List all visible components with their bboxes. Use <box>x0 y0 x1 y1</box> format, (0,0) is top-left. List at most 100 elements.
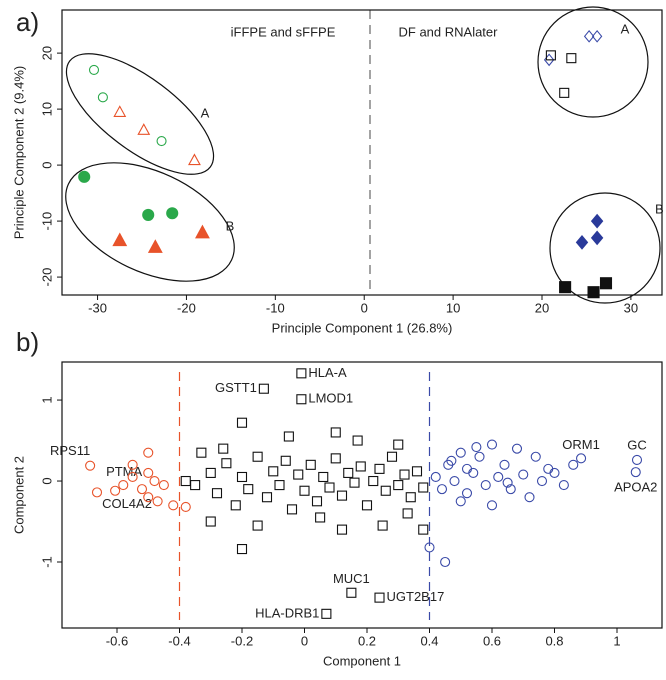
point <box>143 467 154 478</box>
x-tick-label: 1 <box>613 633 620 648</box>
group-circle <box>549 192 661 304</box>
point <box>505 484 516 495</box>
y-tick-label: 20 <box>39 46 54 60</box>
point <box>136 484 148 495</box>
point <box>221 458 232 469</box>
point <box>393 439 404 450</box>
point <box>399 469 410 480</box>
point <box>449 475 460 487</box>
plot-frame <box>61 9 663 296</box>
point <box>511 443 523 454</box>
x-tick-label: 0.2 <box>358 633 376 648</box>
point <box>324 482 335 493</box>
point-label: APOA2 <box>614 480 657 495</box>
point <box>330 427 341 438</box>
point <box>195 224 210 239</box>
x-tick-label: 10 <box>446 300 460 315</box>
point <box>318 471 329 483</box>
point <box>486 439 498 450</box>
point <box>280 455 291 466</box>
y-tick-label: 10 <box>39 102 54 116</box>
point <box>336 490 348 501</box>
point <box>558 480 569 491</box>
point <box>590 230 604 246</box>
point <box>474 451 485 462</box>
group-circle <box>537 6 649 118</box>
x-tick-label: 0 <box>301 633 308 648</box>
point <box>143 492 154 503</box>
point <box>293 469 304 480</box>
point <box>545 50 556 61</box>
point <box>218 443 229 454</box>
point <box>211 488 223 499</box>
point <box>393 480 404 491</box>
point <box>587 286 600 299</box>
annotation: A <box>201 105 210 120</box>
annotation: iFFPE and sFFPE <box>231 24 336 39</box>
point-label: HLA-A <box>308 365 347 380</box>
plot-frame <box>61 361 663 629</box>
point <box>180 501 191 512</box>
point <box>536 475 548 487</box>
point <box>252 520 263 531</box>
point-label: GSTT1 <box>215 380 257 395</box>
point <box>236 417 248 428</box>
point <box>236 544 248 555</box>
y-tick-label: 0 <box>39 477 54 484</box>
point <box>97 92 108 103</box>
point-label: RPS11 <box>50 443 90 458</box>
x-tick-label: -20 <box>177 300 196 315</box>
y-tick-label: 1 <box>39 396 54 403</box>
point <box>568 459 579 470</box>
point <box>261 492 273 503</box>
point-label: PTMA <box>106 464 142 479</box>
point <box>274 480 285 491</box>
x-axis-label: Component 1 <box>323 653 401 668</box>
point <box>461 488 473 499</box>
panel-label: b) <box>16 327 39 357</box>
point <box>402 508 413 519</box>
point <box>455 447 466 458</box>
point <box>252 451 263 462</box>
point <box>188 153 201 166</box>
point <box>113 105 127 117</box>
point <box>143 447 154 458</box>
point <box>418 524 429 535</box>
x-tick-label: 0.8 <box>545 633 563 648</box>
point <box>283 431 294 442</box>
point-label: LMOD1 <box>308 391 353 406</box>
x-tick-label: -10 <box>266 300 285 315</box>
point <box>258 383 269 394</box>
point-label: ORM1 <box>562 437 600 452</box>
point <box>461 463 473 474</box>
point-label: HLA-DRB1 <box>255 605 319 620</box>
x-axis-label: Principle Component 1 (26.8%) <box>272 320 453 335</box>
point <box>230 500 241 511</box>
point <box>296 368 307 379</box>
point <box>493 471 504 483</box>
point <box>530 451 541 462</box>
point <box>149 475 160 487</box>
point <box>352 435 363 446</box>
point <box>480 480 491 491</box>
point <box>305 459 316 470</box>
annotation: B <box>226 218 235 233</box>
point <box>110 485 121 496</box>
point <box>591 29 603 43</box>
point <box>518 469 529 480</box>
point-label: COL4A2 <box>102 496 152 511</box>
point <box>236 471 248 483</box>
point <box>330 453 341 464</box>
x-tick-label: -0.6 <box>106 633 128 648</box>
x-tick-label: 30 <box>624 300 638 315</box>
point <box>543 463 554 474</box>
point <box>499 459 510 470</box>
point <box>630 467 641 478</box>
point <box>559 281 572 294</box>
point <box>137 123 151 135</box>
point <box>315 512 326 523</box>
point <box>286 504 298 515</box>
point <box>168 500 179 511</box>
point <box>196 447 207 458</box>
